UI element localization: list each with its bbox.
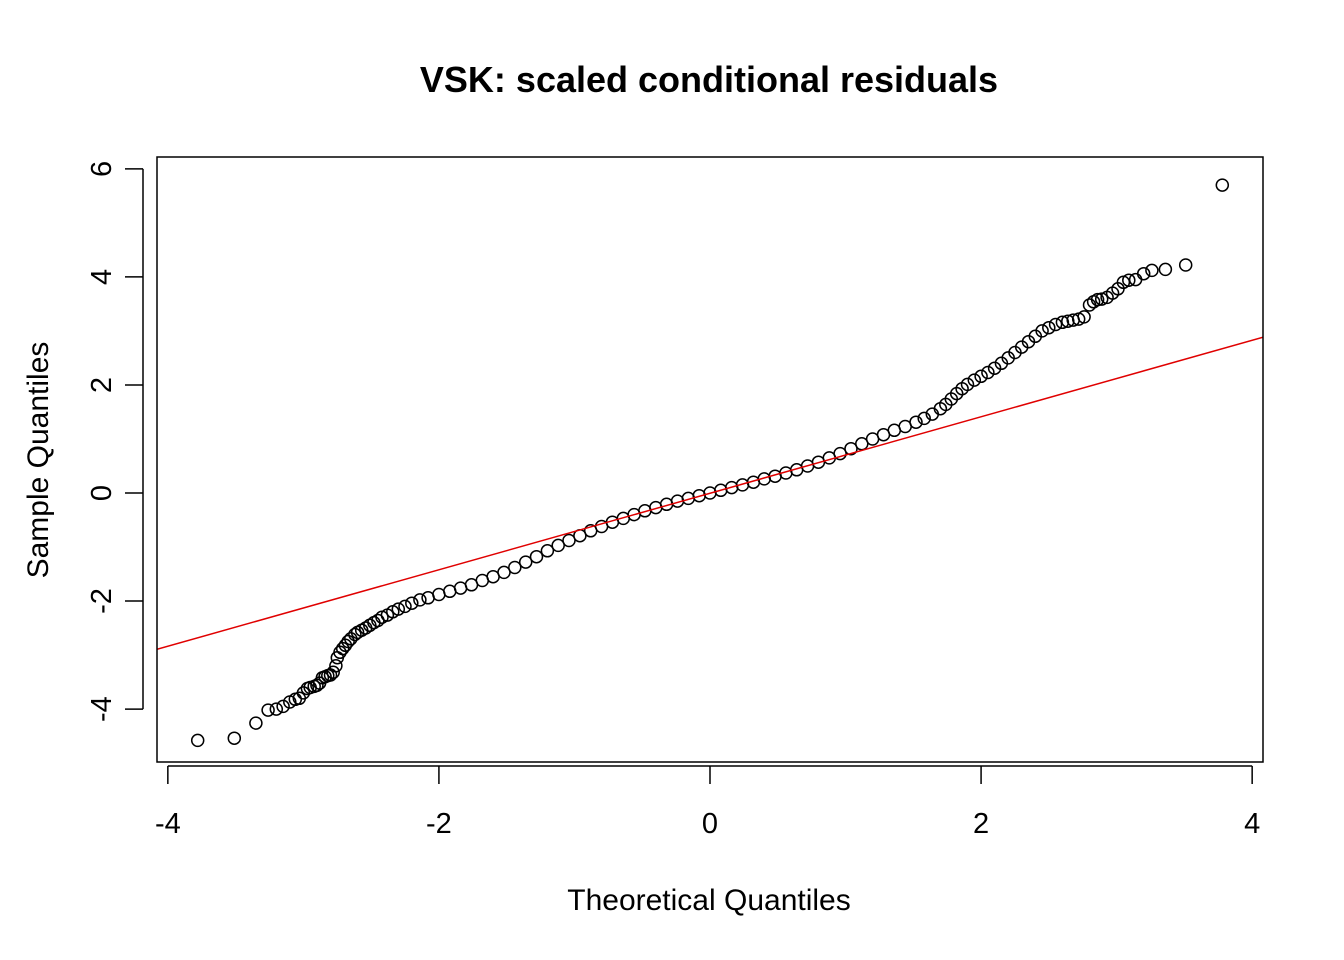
data-point [1042, 320, 1056, 335]
data-point [960, 377, 975, 392]
y-tick-label: 4 [86, 269, 118, 285]
data-point [432, 587, 446, 602]
data-point [326, 665, 340, 680]
y-axis-title: Sample Quantiles [22, 342, 55, 579]
reference-line [157, 336, 1263, 651]
data-point [398, 599, 412, 614]
data-point [551, 538, 565, 553]
y-tick-label: 6 [86, 161, 118, 177]
data-point [453, 581, 468, 595]
data-point [518, 555, 533, 569]
x-tick-label: 0 [702, 808, 718, 840]
data-point [227, 731, 242, 745]
data-point [508, 560, 522, 575]
x-tick-label: 4 [1244, 808, 1260, 840]
data-point [391, 602, 406, 616]
data-point [1094, 292, 1109, 306]
data-point [562, 533, 576, 548]
plot-frame [156, 156, 1264, 763]
y-tick-label: -4 [86, 696, 118, 722]
data-point [341, 634, 355, 649]
reference-line-layer [157, 336, 1263, 651]
data-point [1215, 178, 1230, 192]
data-point [833, 446, 847, 461]
data-point [1136, 266, 1151, 281]
x-tick-label: -4 [155, 808, 181, 840]
data-point [190, 733, 205, 748]
x-axis-title: Theoretical Quantiles [567, 884, 850, 917]
data-point [269, 702, 284, 716]
data-point [540, 544, 555, 558]
data-point [413, 593, 427, 607]
data-point [909, 415, 923, 429]
data-point [1128, 272, 1143, 287]
data-point [987, 361, 1002, 375]
data-point [1145, 263, 1159, 278]
data-point [974, 369, 988, 384]
data-point [261, 703, 275, 717]
data-point [348, 627, 362, 642]
data-point [1035, 324, 1049, 338]
data-point [497, 565, 511, 580]
data-point [276, 699, 290, 714]
y-axis: -4 -2 0 2 4 6 [86, 161, 144, 722]
data-points [190, 178, 1230, 748]
data-point [967, 373, 982, 387]
data-point [1178, 258, 1193, 272]
data-point [844, 441, 858, 456]
y-tick-label: 2 [86, 377, 118, 393]
x-tick-label: -2 [426, 808, 452, 840]
data-point [981, 365, 995, 380]
data-point [917, 411, 931, 426]
data-point [1077, 310, 1091, 324]
data-point [529, 549, 544, 564]
data-point [405, 596, 419, 610]
data-point [1122, 273, 1136, 287]
data-point [1090, 292, 1105, 307]
y-tick-label: -2 [86, 588, 118, 614]
data-point [1158, 262, 1173, 277]
data-point [249, 716, 263, 730]
y-tick-label: 0 [86, 485, 118, 501]
x-axis: -4 -2 0 2 4 [155, 765, 1260, 840]
chart-title: VSK: scaled conditional residuals [420, 59, 998, 100]
data-point [1048, 317, 1063, 332]
x-tick-label: 2 [973, 808, 989, 840]
data-point [329, 659, 343, 673]
